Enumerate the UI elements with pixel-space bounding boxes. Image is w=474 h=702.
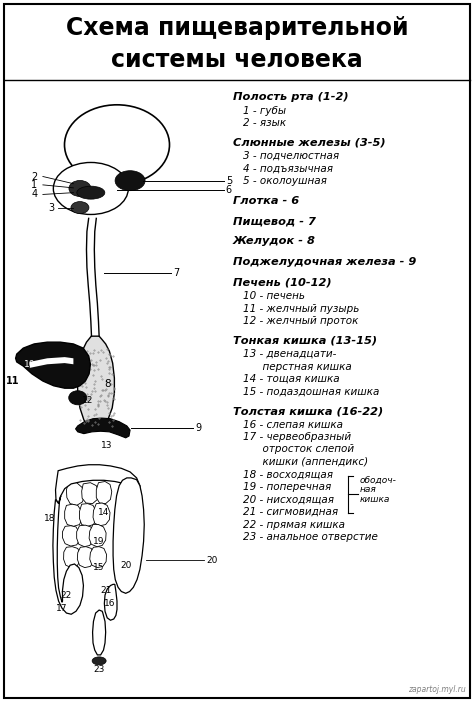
Polygon shape xyxy=(96,482,112,503)
Polygon shape xyxy=(104,584,117,621)
Text: 11: 11 xyxy=(6,376,19,386)
Text: 1: 1 xyxy=(31,180,37,190)
Ellipse shape xyxy=(77,186,105,199)
Text: Слюнные железы (3-5): Слюнные железы (3-5) xyxy=(233,138,386,147)
Text: Печень (10-12): Печень (10-12) xyxy=(233,277,332,288)
Text: 18 - восходящая: 18 - восходящая xyxy=(243,470,333,479)
Text: ная: ная xyxy=(360,486,377,494)
Text: zapartoj.myl.ru: zapartoj.myl.ru xyxy=(408,685,466,694)
Polygon shape xyxy=(82,483,99,503)
Text: Тонкая кишка (13-15): Тонкая кишка (13-15) xyxy=(233,336,377,345)
Text: Поджелудочная железа - 9: Поджелудочная железа - 9 xyxy=(233,257,416,267)
Text: Желудок - 8: Желудок - 8 xyxy=(233,237,316,246)
Text: 2 - язык: 2 - язык xyxy=(243,118,286,128)
Ellipse shape xyxy=(92,657,106,665)
Ellipse shape xyxy=(69,180,91,197)
Polygon shape xyxy=(53,496,83,614)
Text: 7: 7 xyxy=(173,268,180,279)
Text: системы человека: системы человека xyxy=(111,48,363,72)
Text: 15: 15 xyxy=(93,563,105,572)
Polygon shape xyxy=(92,610,106,655)
Text: 21: 21 xyxy=(100,586,112,595)
Text: 20 - нисходящая: 20 - нисходящая xyxy=(243,494,334,505)
Polygon shape xyxy=(80,503,96,526)
Text: Пищевод - 7: Пищевод - 7 xyxy=(233,216,316,226)
Polygon shape xyxy=(89,524,106,547)
Polygon shape xyxy=(113,478,144,593)
Ellipse shape xyxy=(54,162,128,215)
Ellipse shape xyxy=(69,391,87,405)
Text: 13: 13 xyxy=(101,441,113,450)
Text: 12 - желчный проток: 12 - желчный проток xyxy=(243,316,358,326)
Text: 3 - подчелюстная: 3 - подчелюстная xyxy=(243,151,339,161)
Text: 17 - червеобразный: 17 - червеобразный xyxy=(243,432,351,442)
Text: 14 - тощая кишка: 14 - тощая кишка xyxy=(243,374,340,384)
Text: 18: 18 xyxy=(44,514,55,523)
Polygon shape xyxy=(55,465,141,503)
Text: 8: 8 xyxy=(104,379,110,389)
Text: 20: 20 xyxy=(206,556,218,565)
Text: 22 - прямая кишка: 22 - прямая кишка xyxy=(243,519,345,529)
Ellipse shape xyxy=(115,171,145,191)
Text: 5 - околоушная: 5 - околоушная xyxy=(243,176,327,186)
Polygon shape xyxy=(93,503,110,526)
Polygon shape xyxy=(66,483,84,505)
Polygon shape xyxy=(77,525,93,547)
Text: Полость рта (1-2): Полость рта (1-2) xyxy=(233,92,348,102)
Text: 2: 2 xyxy=(31,171,37,182)
Text: 23: 23 xyxy=(93,665,105,674)
Text: 16: 16 xyxy=(104,599,115,608)
Text: кишки (аппендикс): кишки (аппендикс) xyxy=(243,457,368,467)
Text: 4: 4 xyxy=(31,190,37,199)
Text: 22: 22 xyxy=(61,590,72,600)
Polygon shape xyxy=(77,547,94,568)
Polygon shape xyxy=(16,342,91,388)
Polygon shape xyxy=(75,418,130,438)
Text: 10 - печень: 10 - печень xyxy=(243,291,305,301)
Text: Глотка - 6: Глотка - 6 xyxy=(233,195,299,206)
Polygon shape xyxy=(90,547,107,568)
Text: Толстая кишка (16-22): Толстая кишка (16-22) xyxy=(233,406,383,416)
Polygon shape xyxy=(64,504,82,526)
Text: 3: 3 xyxy=(48,203,55,213)
Text: 15 - подаздошная кишка: 15 - подаздошная кишка xyxy=(243,387,379,397)
Polygon shape xyxy=(63,526,80,546)
Polygon shape xyxy=(30,357,73,368)
Polygon shape xyxy=(64,547,81,568)
Text: 9: 9 xyxy=(195,423,201,432)
Text: 23 - анальное отверстие: 23 - анальное отверстие xyxy=(243,532,378,542)
Text: 19 - поперечная: 19 - поперечная xyxy=(243,482,331,492)
Text: 17: 17 xyxy=(55,604,67,613)
Text: 11 - желчный пузырь: 11 - желчный пузырь xyxy=(243,303,359,314)
Text: 21 - сигмовидная: 21 - сигмовидная xyxy=(243,507,338,517)
Text: 1 - губы: 1 - губы xyxy=(243,105,286,116)
Text: Схема пищеварительной: Схема пищеварительной xyxy=(66,16,408,40)
Text: 14: 14 xyxy=(98,508,109,517)
Text: 13 - двенадцати-: 13 - двенадцати- xyxy=(243,349,337,359)
Text: 16 - слепая кишка: 16 - слепая кишка xyxy=(243,420,343,430)
Text: кишка: кишка xyxy=(360,494,391,503)
Ellipse shape xyxy=(64,105,170,185)
Ellipse shape xyxy=(71,201,89,213)
Polygon shape xyxy=(77,336,114,430)
Text: 4 - подъязычная: 4 - подъязычная xyxy=(243,164,333,173)
Text: 10: 10 xyxy=(24,360,36,369)
Text: 6: 6 xyxy=(226,185,232,194)
Text: перстная кишка: перстная кишка xyxy=(243,362,352,371)
Text: ободоч-: ободоч- xyxy=(360,477,397,486)
Text: 20: 20 xyxy=(120,561,131,570)
Text: 12: 12 xyxy=(82,396,93,404)
Text: 5: 5 xyxy=(226,176,232,186)
Text: отросток слепой: отросток слепой xyxy=(243,444,354,454)
Text: 19: 19 xyxy=(93,537,104,545)
